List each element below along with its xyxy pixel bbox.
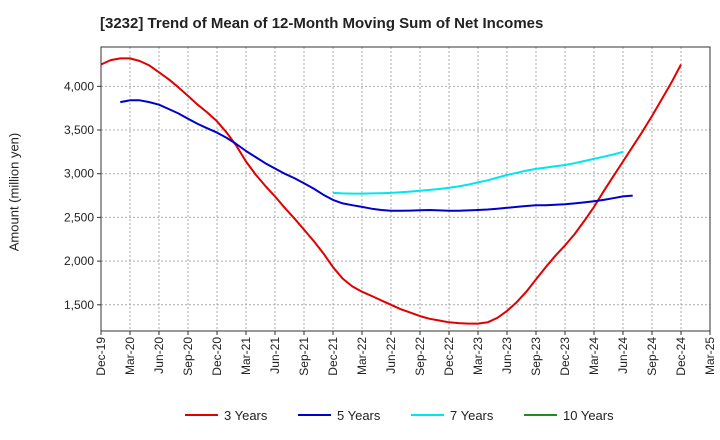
x-tick-label: Mar-25 xyxy=(703,337,717,375)
y-axis: 1,500 2,000 2,500 3,000 3,500 4,000 xyxy=(64,79,101,312)
x-tick-label: Mar-24 xyxy=(587,337,601,375)
x-tick-label: Jun-21 xyxy=(268,337,282,374)
y-tick-label: 3,000 xyxy=(64,167,94,181)
x-tick-label: Jun-20 xyxy=(152,337,166,374)
y-tick-label: 2,000 xyxy=(64,254,94,268)
x-tick-label: Sep-24 xyxy=(645,337,659,376)
x-tick-label: Sep-21 xyxy=(297,337,311,376)
x-tick-label: Mar-23 xyxy=(471,337,485,375)
x-tick-label: Mar-21 xyxy=(239,337,253,375)
series-line xyxy=(100,57,682,325)
x-tick-label: Dec-23 xyxy=(558,337,572,376)
x-tick-label: Jun-23 xyxy=(500,337,514,374)
x-tick-label: Dec-24 xyxy=(674,337,688,376)
grid xyxy=(100,47,711,331)
x-tick-label: Mar-22 xyxy=(355,337,369,375)
y-tick-label: 2,500 xyxy=(64,210,94,224)
legend-label: 10 Years xyxy=(563,408,614,423)
y-tick-label: 4,000 xyxy=(64,79,94,93)
plot-border xyxy=(100,46,711,332)
y-tick-label: 3,500 xyxy=(64,123,94,137)
chart-title: [3232] Trend of Mean of 12-Month Moving … xyxy=(100,15,544,32)
x-tick-label: Sep-23 xyxy=(529,337,543,376)
x-axis: Dec-19 Mar-20 Jun-20 Sep-20 Dec-20 Mar-21 Jun-… xyxy=(94,331,717,376)
x-tick-label: Dec-20 xyxy=(210,337,224,376)
plot-frame xyxy=(100,46,711,332)
x-tick-label: Dec-21 xyxy=(326,337,340,376)
x-tick-label: Sep-20 xyxy=(181,337,195,376)
x-tick-label: Sep-22 xyxy=(413,337,427,376)
x-tick-label: Dec-22 xyxy=(442,337,456,376)
series-line xyxy=(332,150,624,195)
legend: 3 Years 5 Years 7 Years 10 Years xyxy=(185,408,614,423)
y-tick-label: 1,500 xyxy=(64,298,94,312)
x-tick-label: Dec-19 xyxy=(94,337,108,376)
x-tick-label: Jun-22 xyxy=(384,337,398,374)
x-tick-label: Jun-24 xyxy=(616,337,630,374)
x-tick-label: Mar-20 xyxy=(123,337,137,375)
legend-label: 3 Years xyxy=(224,408,268,423)
legend-label: 5 Years xyxy=(337,408,381,423)
series-lines xyxy=(100,57,682,325)
series-line xyxy=(120,99,633,212)
legend-label: 7 Years xyxy=(450,408,494,423)
